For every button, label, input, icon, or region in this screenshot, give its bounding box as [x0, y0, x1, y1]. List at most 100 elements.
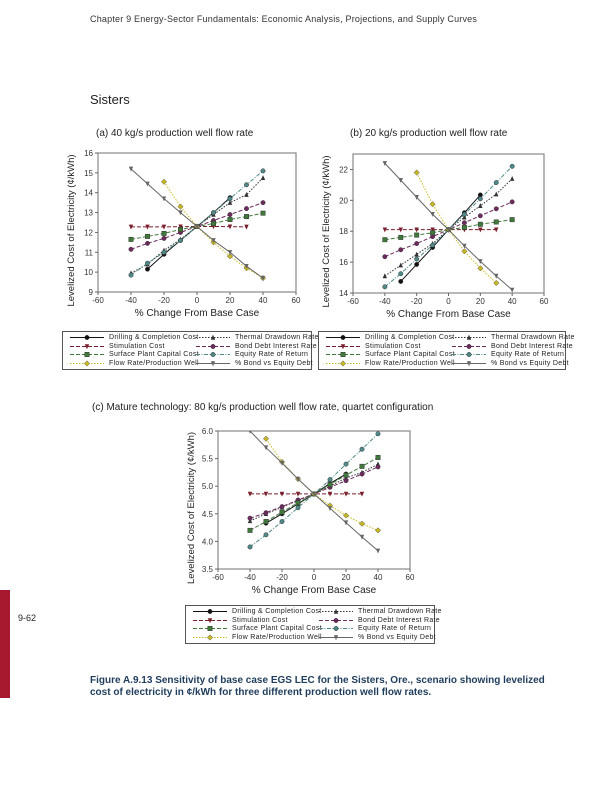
legend-marker: [210, 360, 216, 366]
data-point: [413, 169, 420, 176]
legend-marker: [333, 634, 339, 640]
x-tick-label: -60: [347, 297, 359, 306]
data-point: [414, 241, 420, 247]
chart-a: -60 -40 -20 0 20 40 60 9 10 11 12 13 14 15 16 % Change …: [66, 149, 301, 319]
data-point: [244, 214, 249, 219]
data-point: [494, 191, 499, 197]
legend-label: Thermal Drawdown Rate: [491, 334, 575, 341]
data-point: [177, 203, 184, 210]
data-point: [343, 472, 349, 478]
data-point: [461, 224, 467, 230]
data-point: [178, 237, 183, 243]
legend-marker: [84, 335, 90, 340]
data-point: [161, 196, 167, 202]
x-tick-label: -20: [411, 297, 423, 306]
data-point: [359, 463, 365, 469]
data-point: [145, 233, 150, 239]
data-point: [145, 224, 150, 230]
data-point: [343, 461, 349, 467]
legend-marker: [84, 343, 90, 349]
legend-item: Thermal Drawdown Rate: [451, 334, 575, 341]
data-point: [375, 464, 381, 470]
legend-marker: [207, 609, 213, 614]
data-point: [295, 491, 301, 497]
data-point: [247, 527, 253, 533]
data-point: [477, 213, 483, 219]
legend-label: Surface Plant Capital Cost: [365, 351, 455, 358]
series-group: [128, 166, 267, 282]
legend-item: Bond Debt Interest Rate: [451, 343, 573, 350]
data-point: [382, 284, 388, 290]
series-line: [416, 172, 497, 284]
legend-item: Flow Rate/Production Well: [192, 634, 322, 641]
legend-marker: [340, 352, 346, 357]
legend-label: Stimulation Cost: [109, 342, 165, 350]
data-point: [260, 168, 266, 174]
legend-marker: [333, 617, 339, 623]
y-tick-label: 22: [339, 165, 348, 174]
x-tick-label: 60: [406, 573, 415, 582]
legend-swatch-icon: [70, 343, 104, 349]
data-point: [128, 166, 134, 172]
data-point: [227, 196, 233, 202]
legend-swatch-icon: [70, 359, 104, 367]
data-point: [244, 263, 249, 269]
data-point: [382, 161, 388, 166]
legend-swatch-icon: [452, 352, 486, 357]
legend-marker: [340, 343, 346, 349]
data-point: [493, 279, 500, 287]
legend-swatch-icon: [319, 617, 353, 623]
series-line: [265, 473, 347, 524]
legend-label: Equity Rate of Return: [491, 351, 565, 358]
x-tick-label: 20: [342, 573, 351, 582]
data-point: [145, 260, 150, 266]
data-point: [398, 227, 403, 233]
data-point: [509, 176, 515, 181]
y-tick-label: 5.0: [202, 482, 214, 491]
legend-item: Bond Debt Interest Rate: [195, 343, 317, 350]
data-point: [279, 491, 285, 497]
data-point: [343, 478, 349, 484]
legend-marker: [466, 343, 472, 349]
legend-swatch-icon: [319, 634, 353, 640]
legend-item: Equity Rate of Return: [318, 625, 431, 632]
data-point: [327, 491, 333, 497]
data-point: [128, 272, 134, 278]
data-point: [211, 210, 216, 216]
data-point: [161, 235, 167, 241]
data-point: [327, 506, 333, 511]
data-point: [211, 238, 216, 244]
legend-marker: [210, 334, 216, 340]
legend-label: Bond Debt Interest Rate: [235, 342, 317, 350]
data-point: [375, 455, 381, 460]
y-tick-label: 14: [339, 289, 348, 298]
legend-label: Equity Rate of Return: [235, 351, 309, 358]
legend-swatch-icon: [193, 626, 227, 631]
legend-swatch-icon: [326, 359, 360, 367]
data-point: [145, 240, 150, 246]
legend-marker: [466, 334, 472, 340]
x-tick-label: -60: [212, 573, 224, 582]
data-point: [359, 491, 365, 497]
legend-swatch-icon: [326, 335, 360, 340]
data-point: [262, 435, 270, 442]
legend-item: Equity Rate of Return: [451, 351, 564, 358]
legend-swatch-icon: [452, 334, 486, 340]
data-point: [461, 220, 467, 226]
page-number: 9-62: [18, 613, 37, 623]
y-tick-label: 4.5: [202, 510, 214, 519]
series-line: [384, 219, 513, 241]
plot-frame: [217, 430, 411, 570]
data-point: [461, 248, 468, 255]
legend-swatch-icon: [452, 343, 486, 349]
data-point: [509, 199, 515, 205]
y-tick-label: 4.0: [202, 537, 214, 546]
data-point: [161, 230, 167, 236]
data-point: [414, 251, 419, 257]
chapter-accent-bar: [0, 590, 10, 698]
chart-a-legend: Drilling & Completion Cost Thermal Drawdo…: [62, 331, 318, 370]
legend-marker: [210, 343, 216, 349]
data-point: [263, 445, 269, 451]
legend-swatch-icon: [193, 609, 227, 614]
